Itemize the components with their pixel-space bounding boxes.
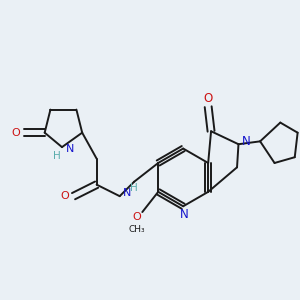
Text: H: H <box>130 182 138 193</box>
Text: N: N <box>180 208 189 221</box>
Text: N: N <box>66 144 75 154</box>
Text: CH₃: CH₃ <box>129 225 146 234</box>
Text: O: O <box>11 128 20 138</box>
Text: O: O <box>61 191 69 201</box>
Text: O: O <box>204 92 213 105</box>
Text: H: H <box>53 151 61 161</box>
Text: O: O <box>133 212 142 222</box>
Text: N: N <box>242 135 251 148</box>
Text: N: N <box>123 188 131 198</box>
